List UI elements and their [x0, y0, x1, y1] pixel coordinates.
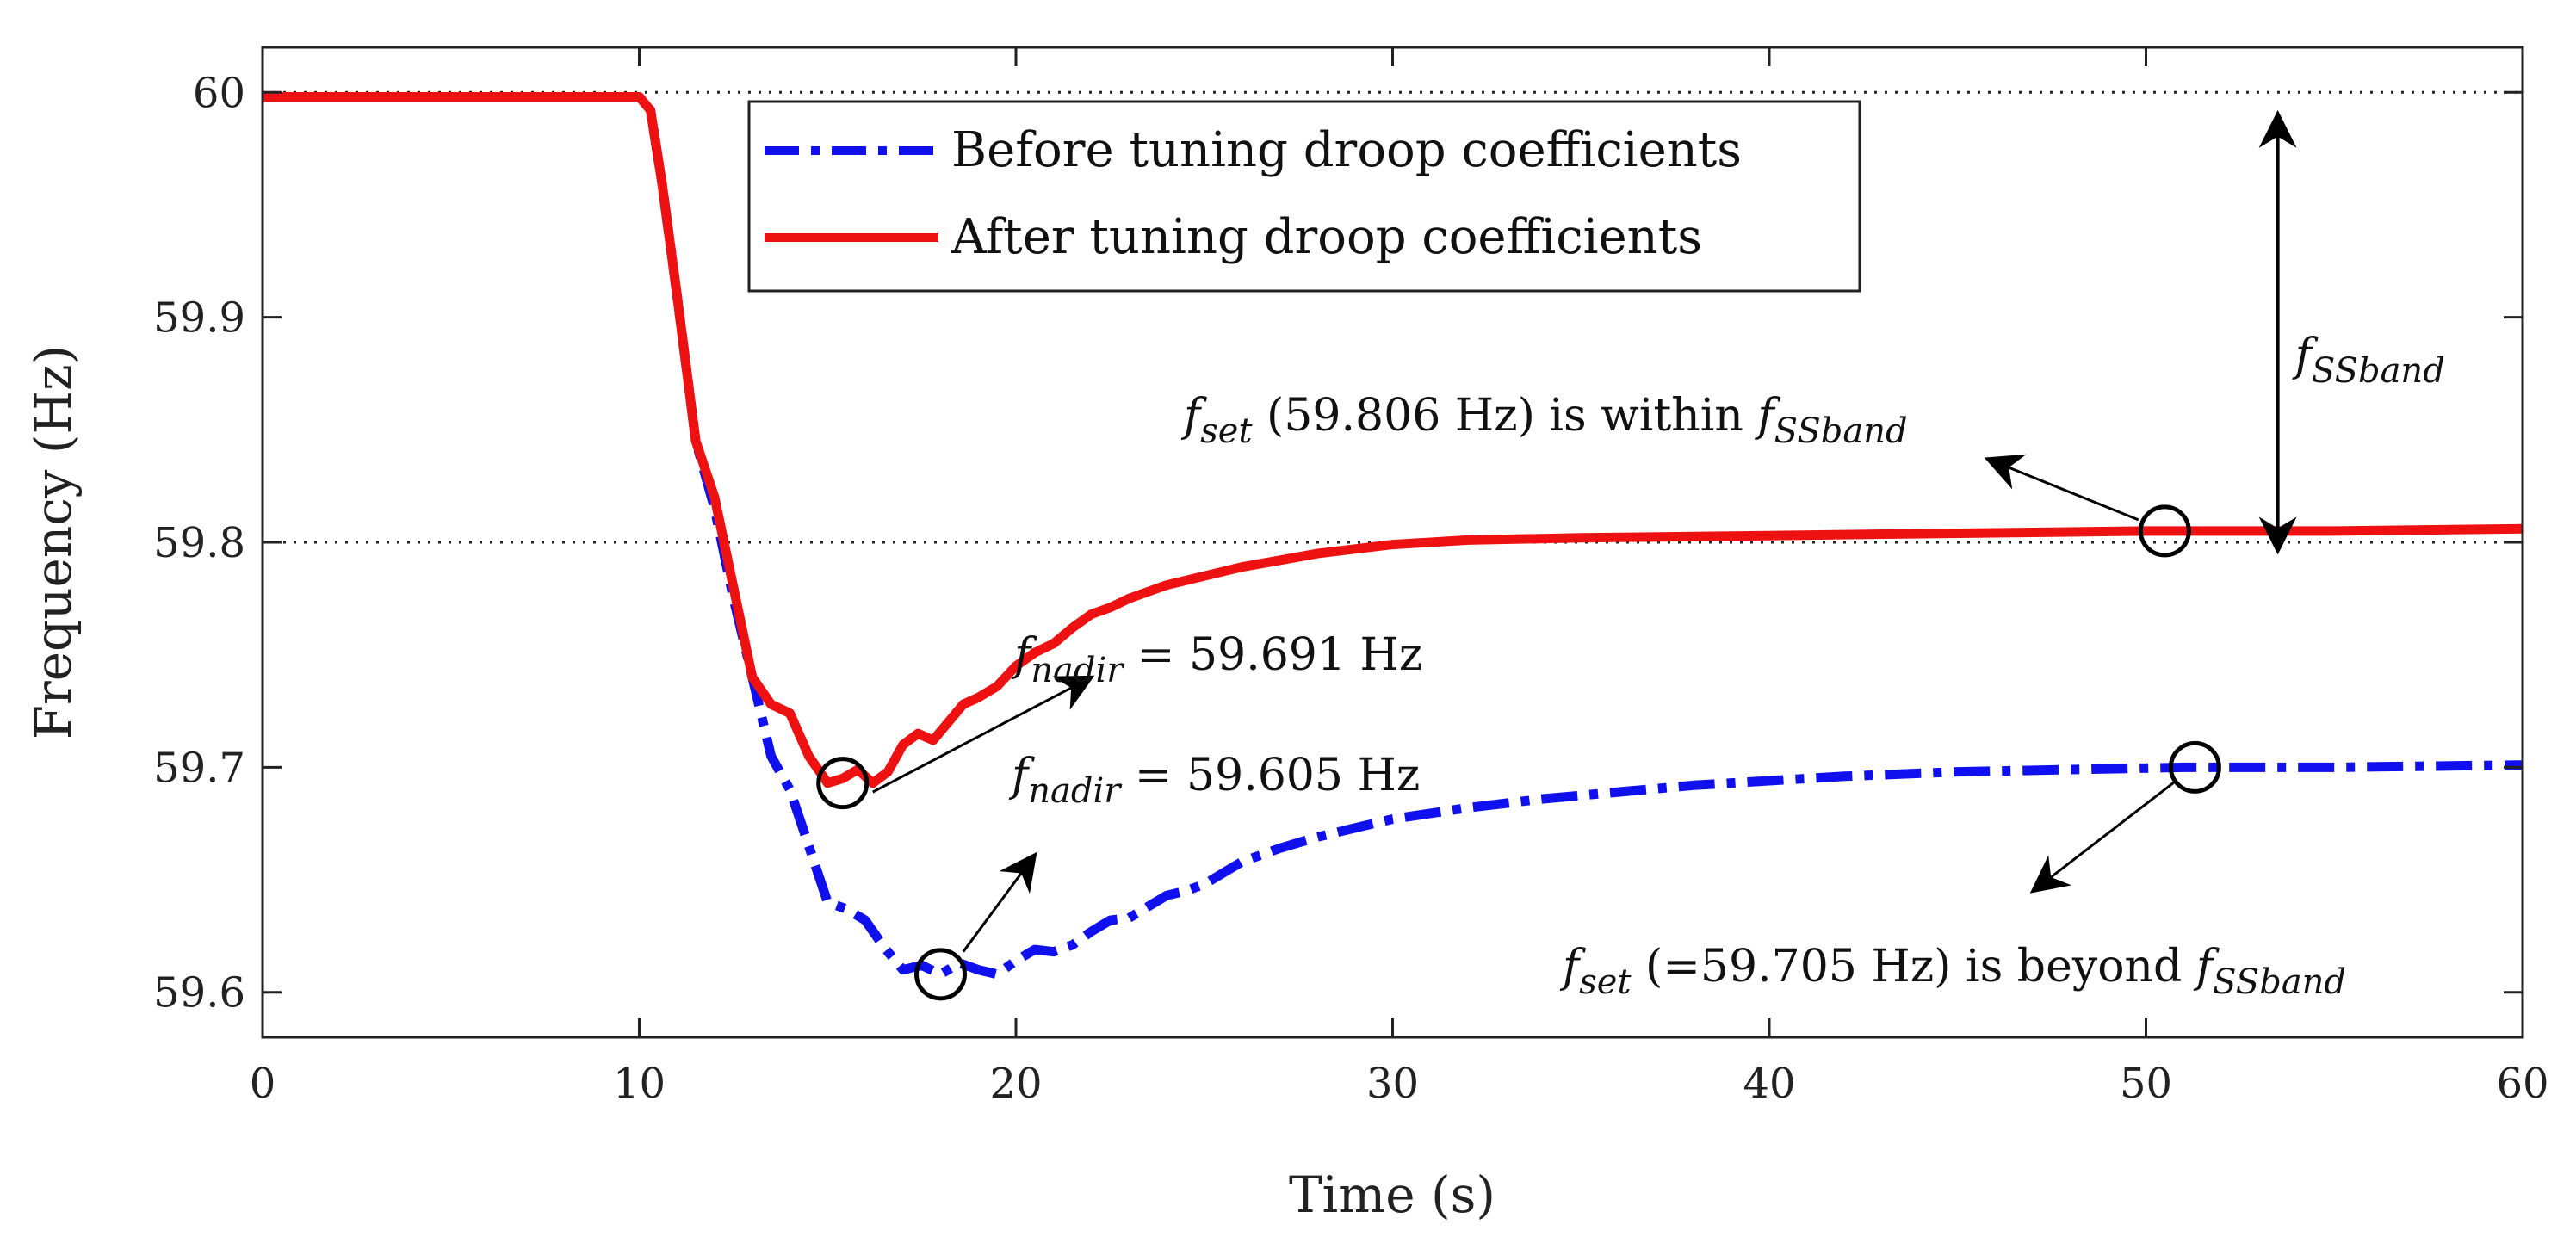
y-tick-label-4: 60 — [193, 69, 245, 117]
legend-label-before: Before tuning droop coefficients — [951, 122, 1742, 178]
x-tick-label-0: 0 — [250, 1060, 276, 1108]
x-tick-label-6: 60 — [2496, 1060, 2548, 1108]
y-tick-label-3: 59.9 — [153, 294, 245, 343]
y-axis-label: Frequency (Hz) — [24, 345, 83, 740]
nadir-before-arrow — [962, 851, 1037, 953]
x-axis-label: Time (s) — [1289, 1166, 1495, 1224]
nadir-after-marker — [816, 757, 870, 810]
series-line-0 — [263, 92, 2523, 980]
y-tick-label-1: 59.7 — [153, 744, 245, 792]
y-tick-label-2: 59.8 — [153, 519, 245, 567]
axis-ticks: 0 10 20 30 40 50 60 59.6 59.7 59.8 59.9 60 — [153, 47, 2549, 1108]
x-tick-label-3: 30 — [1366, 1060, 1419, 1108]
x-tick-label-5: 50 — [2120, 1060, 2172, 1108]
legend-label-after: After tuning droop coefficients — [951, 209, 1702, 265]
x-tick-label-2: 20 — [989, 1060, 1042, 1108]
set-before-marker — [2168, 740, 2221, 794]
legend-box — [747, 100, 1861, 293]
set-before-arrow — [2029, 779, 2177, 894]
x-tick-label-1: 10 — [613, 1060, 666, 1108]
band-label: fSSband — [2292, 330, 2445, 391]
y-tick-label-0: 59.6 — [153, 969, 245, 1017]
set-after-label: fset (59.806 Hz) is within fSSband — [1180, 390, 1908, 451]
series-line-1 — [263, 92, 2523, 788]
nadir-before-label: fnadir = 59.605 Hz — [1008, 750, 1420, 811]
nadir-before-marker — [914, 948, 967, 1001]
nadir-after-arrow — [872, 675, 1095, 794]
legend: Before tuning droop coefficients After t… — [747, 100, 1861, 293]
x-tick-label-4: 40 — [1743, 1060, 1795, 1108]
set-after-marker — [2138, 504, 2191, 558]
series-layer — [263, 92, 2523, 980]
set-after-arrow — [1984, 454, 2139, 522]
